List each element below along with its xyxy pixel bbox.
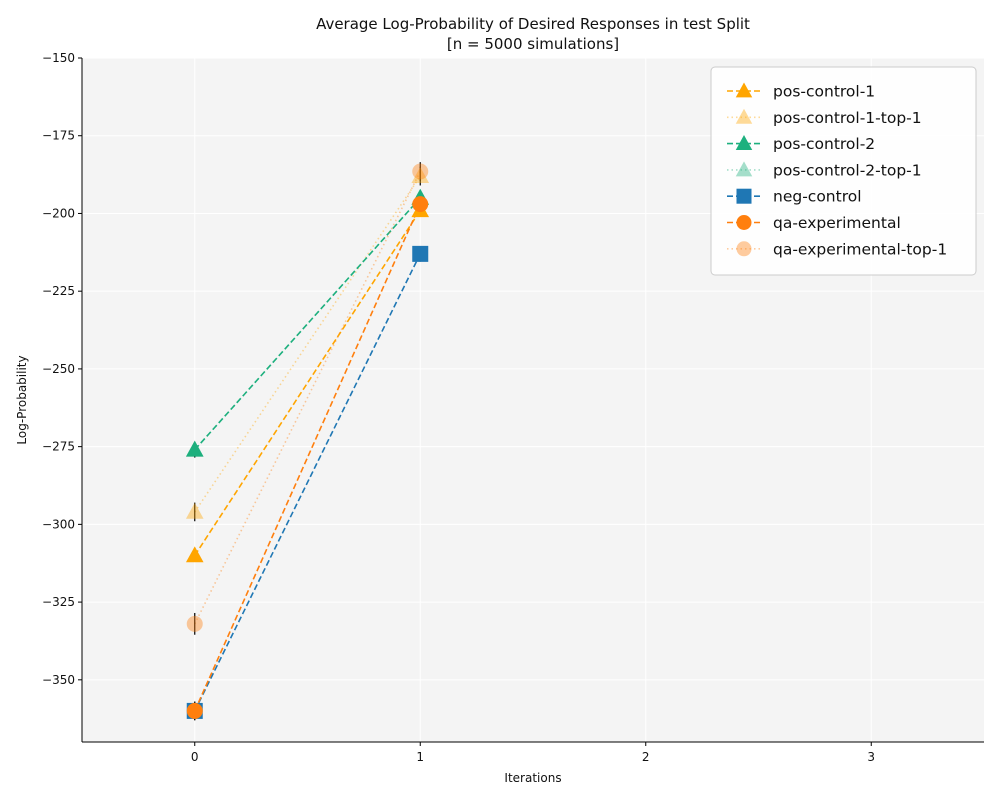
chart-title: Average Log-Probability of Desired Respo… bbox=[316, 15, 750, 33]
data-point-pos-control-1-top-1 bbox=[185, 502, 204, 519]
legend-marker-pos-control-1 bbox=[735, 82, 753, 98]
series-line-pos-control-2 bbox=[194, 197, 421, 451]
series-line-qa-experimental-top-1 bbox=[194, 171, 421, 625]
legend-marker-neg-control bbox=[736, 188, 752, 204]
data-point-qa-experimental-top-1 bbox=[412, 163, 429, 180]
chart-subtitle: [n = 5000 simulations] bbox=[447, 35, 619, 53]
y-tick-label: −150 bbox=[42, 51, 75, 65]
data-point-pos-control-1-top-1 bbox=[411, 167, 430, 183]
legend-label-pos-control-1: pos-control-1 bbox=[773, 83, 875, 101]
legend-label-pos-control-2: pos-control-2 bbox=[773, 135, 875, 153]
y-tick-label: −200 bbox=[42, 206, 75, 220]
legend-label-pos-control-1-top-1: pos-control-1-top-1 bbox=[773, 109, 922, 127]
data-point-pos-control-2-top-1 bbox=[185, 440, 204, 457]
y-tick-label: −350 bbox=[42, 673, 75, 687]
legend-marker-pos-control-2 bbox=[735, 135, 753, 151]
x-tick-label: 2 bbox=[642, 750, 650, 764]
series-line-pos-control-1 bbox=[194, 209, 421, 556]
x-ticks: 0 1 2 3 bbox=[191, 742, 875, 764]
data-point-qa-experimental bbox=[186, 702, 203, 719]
x-tick-label: 0 bbox=[191, 750, 199, 764]
legend-marker-pos-control-2-top-1 bbox=[735, 161, 753, 177]
legend-label-qa-experimental-top-1: qa-experimental-top-1 bbox=[773, 240, 947, 258]
y-tick-label: −225 bbox=[42, 284, 75, 298]
y-tick-label: −250 bbox=[42, 362, 75, 376]
y-tick-label: −325 bbox=[42, 595, 75, 609]
legend-box bbox=[710, 66, 977, 276]
legend-marker-pos-control-1-top-1 bbox=[735, 108, 753, 124]
legend-label-neg-control: neg-control bbox=[773, 188, 862, 206]
x-axis-label: Iterations bbox=[504, 771, 561, 785]
legend-label-qa-experimental: qa-experimental bbox=[773, 214, 901, 232]
y-ticks: −350 −325 −300 −275 −250 −225 −200 −175 −150 bbox=[42, 51, 82, 687]
series-lines bbox=[194, 171, 421, 712]
y-axis-label: Log-Probability bbox=[15, 355, 29, 444]
data-point-neg-control bbox=[412, 245, 429, 262]
y-tick-label: −275 bbox=[42, 440, 75, 454]
series-line-neg-control bbox=[194, 253, 421, 712]
data-point-qa-experimental-top-1 bbox=[186, 615, 203, 632]
legend-label-pos-control-2-top-1: pos-control-2-top-1 bbox=[773, 161, 922, 179]
legend-marker-qa-experimental bbox=[736, 215, 752, 230]
y-tick-label: −300 bbox=[42, 517, 75, 531]
data-point-pos-control-1 bbox=[185, 546, 204, 563]
data-point-qa-experimental bbox=[412, 196, 429, 213]
data-point-pos-control-2 bbox=[185, 440, 204, 457]
x-tick-label: 3 bbox=[867, 750, 875, 764]
legend: pos-control-1 pos-control-1-top-1 pos-cont… bbox=[710, 66, 977, 276]
series-line-qa-experimental bbox=[194, 203, 421, 712]
y-tick-label: −175 bbox=[42, 129, 75, 143]
x-tick-label: 1 bbox=[416, 750, 424, 764]
legend-marker-qa-experimental-top-1 bbox=[736, 241, 752, 257]
series-markers bbox=[185, 163, 430, 719]
